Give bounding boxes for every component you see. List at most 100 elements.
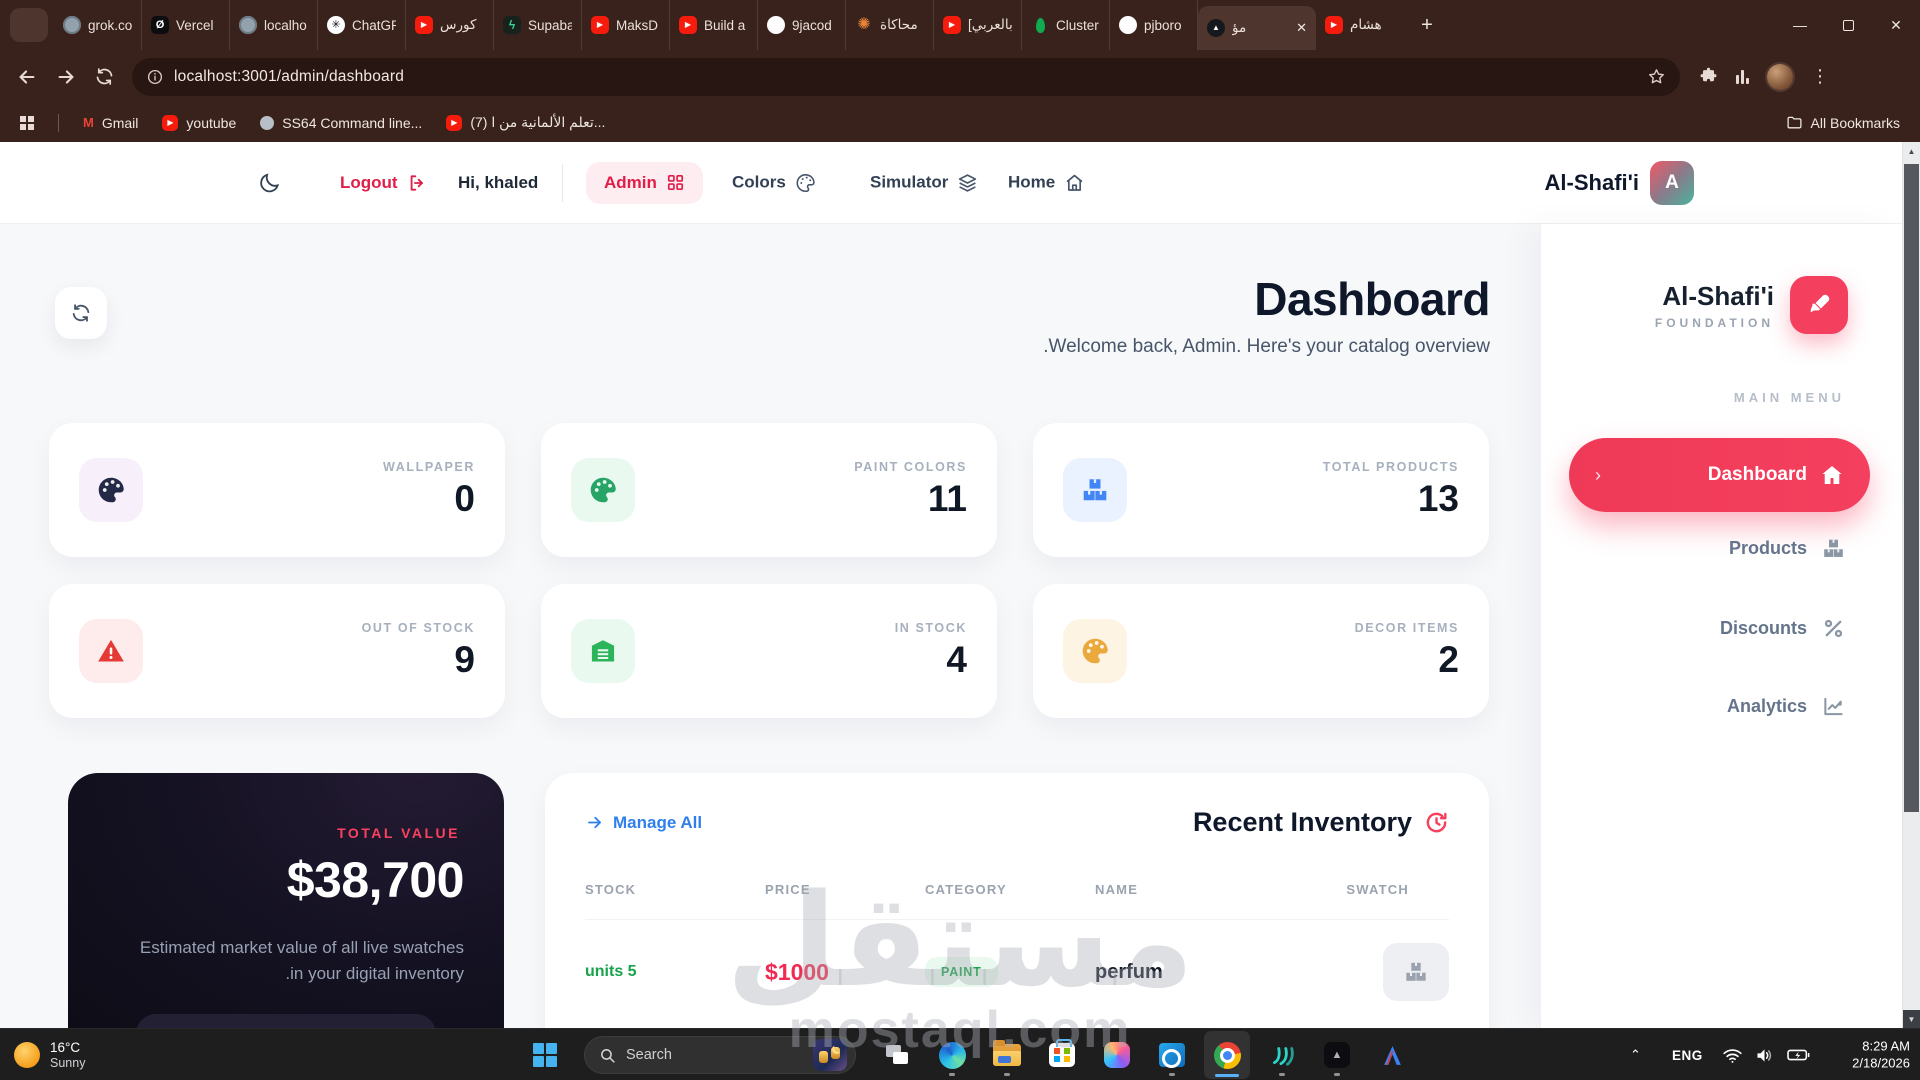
brand[interactable]: Al-Shafi'i A	[1545, 160, 1694, 205]
stat-card-wallpaper[interactable]: WALLPAPER 0	[49, 423, 505, 557]
stat-card-in-stock[interactable]: IN STOCK 4	[541, 584, 997, 718]
menu-kebab-icon[interactable]: ⋮	[1811, 66, 1830, 86]
page-subtitle: .Welcome back, Admin. Here's your catalo…	[1043, 336, 1490, 357]
volume-button[interactable]	[1754, 1029, 1775, 1080]
stat-card-total-products[interactable]: TOTAL PRODUCTS 13	[1033, 423, 1489, 557]
chart-line-icon	[1822, 695, 1845, 718]
tab-search-button[interactable]	[10, 8, 48, 42]
sidebar-item-products[interactable]: Products	[1729, 537, 1845, 560]
logout-icon	[407, 173, 427, 193]
a-app-button[interactable]	[1369, 1031, 1415, 1079]
stat-value: 0	[454, 478, 475, 519]
window-minimize-button[interactable]: —	[1793, 17, 1807, 33]
nav-home[interactable]: Home	[1008, 172, 1085, 193]
outlook-button[interactable]	[1149, 1031, 1195, 1079]
sidebar-item-label: Products	[1728, 538, 1807, 558]
window-maximize-button[interactable]	[1824, 0, 1872, 50]
boxes-icon	[1822, 537, 1845, 560]
table-row[interactable]: units 5 $1000 PAINT perfum	[585, 920, 1449, 1024]
copilot-button[interactable]	[1094, 1031, 1140, 1079]
browser-tab[interactable]: ▶ MaksD	[582, 0, 670, 50]
row-category-badge: PAINT	[925, 957, 1095, 987]
theme-toggle-button[interactable]	[258, 171, 281, 194]
stat-value: 4	[946, 639, 967, 680]
logout-button[interactable]: Logout	[340, 173, 427, 193]
site-info-icon[interactable]	[146, 68, 164, 86]
nav-simulator[interactable]: Simulator	[870, 172, 978, 193]
browser-tab[interactable]: 9jacod	[758, 0, 846, 50]
arrow-right-icon	[585, 813, 604, 832]
battery-button[interactable]	[1786, 1029, 1812, 1080]
browser-tab[interactable]: ▶ هشام	[1316, 0, 1404, 50]
stat-card-paint-colors[interactable]: PAINT COLORS 11	[541, 423, 997, 557]
media-controls-icon[interactable]	[1736, 69, 1749, 84]
wifi-button[interactable]	[1722, 1029, 1743, 1080]
forward-icon[interactable]	[55, 66, 77, 88]
sidebar-item-dashboard[interactable]: › Dashboard	[1569, 438, 1870, 512]
nav-colors[interactable]: Colors	[732, 172, 816, 193]
scrollbar-thumb[interactable]	[1904, 164, 1919, 812]
browser-tab[interactable]: grok.co	[54, 0, 142, 50]
taskbar-search[interactable]: Search	[584, 1036, 856, 1074]
browser-tab-active[interactable]: ▲ مؤ ✕	[1198, 6, 1316, 50]
scroll-up-arrow-icon[interactable]: ▲	[1907, 146, 1916, 156]
browser-tab[interactable]: ✺ محاكاة	[846, 0, 934, 50]
sidebar-item-discounts[interactable]: Discounts	[1720, 617, 1845, 640]
extensions-puzzle-icon[interactable]	[1699, 67, 1718, 86]
clock-widget[interactable]: 8:29 AM 2/18/2026	[1852, 1037, 1910, 1072]
browser-tab[interactable]: Ø Vercel	[142, 0, 230, 50]
bookmark-star-icon[interactable]	[1647, 67, 1666, 86]
browser-tab[interactable]: ▶ كورس	[406, 0, 494, 50]
browser-tab[interactable]: ▶ Build a	[670, 0, 758, 50]
browser-tab[interactable]: Cluster	[1022, 0, 1110, 50]
chrome-button-active[interactable]	[1204, 1031, 1250, 1079]
warehouse-icon	[589, 637, 617, 665]
sidebar-item-analytics[interactable]: Analytics	[1727, 695, 1845, 718]
browser-tab[interactable]: ϟ Supaba	[494, 0, 582, 50]
manage-all-link[interactable]: Manage All	[585, 813, 702, 833]
task-view-button[interactable]	[874, 1031, 920, 1079]
all-bookmarks-button[interactable]: All Bookmarks	[1786, 114, 1900, 131]
omnibox-row: localhost:3001/admin/dashboard ⋮	[0, 50, 1920, 103]
language-indicator[interactable]: ENG	[1672, 1047, 1703, 1063]
window-close-button[interactable]: ✕	[1890, 16, 1902, 33]
scroll-down-arrow-icon[interactable]: ▼	[1903, 1010, 1920, 1028]
github-favicon-icon	[1119, 16, 1137, 34]
back-icon[interactable]	[16, 66, 38, 88]
refresh-button[interactable]	[55, 287, 107, 339]
palette-icon	[588, 475, 618, 505]
stat-label: IN STOCK	[894, 621, 967, 635]
start-button[interactable]	[522, 1031, 568, 1079]
dark-app-button[interactable]: ▲	[1314, 1031, 1360, 1079]
profile-avatar[interactable]	[1767, 63, 1793, 90]
browser-tab[interactable]: ▶ [بالعربي	[934, 0, 1022, 50]
apps-grid-icon[interactable]	[20, 115, 34, 130]
new-tab-button[interactable]: +	[1421, 13, 1433, 36]
stat-card-out-of-stock[interactable]: OUT OF STOCK 9	[49, 584, 505, 718]
scrollbar[interactable]: ▲ ▼	[1902, 142, 1920, 1028]
weather-widget[interactable]: 16°C Sunny	[14, 1040, 85, 1070]
tab-close-icon[interactable]: ✕	[1296, 20, 1307, 35]
edge-app-button[interactable]	[929, 1031, 975, 1079]
browser-tab[interactable]: pjboro	[1110, 0, 1198, 50]
bookmark-ss64[interactable]: SS64 Command line...	[260, 115, 422, 131]
stat-card-decor-items[interactable]: DECOR ITEMS 2	[1033, 584, 1489, 718]
tab-title: Cluster	[1056, 17, 1099, 33]
browser-tab[interactable]: ✳ ChatGP	[318, 0, 406, 50]
bookmark-gmail[interactable]: M Gmail	[83, 115, 138, 131]
bookmark-youtube[interactable]: ▶ youtube	[162, 114, 236, 131]
file-explorer-button[interactable]	[984, 1031, 1030, 1079]
browser-tab[interactable]: localho	[230, 0, 318, 50]
microsoft-store-button[interactable]	[1039, 1031, 1085, 1079]
wave-app-button[interactable]	[1259, 1031, 1305, 1079]
tray-expand-button[interactable]: ⌃	[1630, 1047, 1641, 1062]
edge-icon	[938, 1041, 966, 1069]
reload-icon[interactable]	[94, 66, 115, 87]
nav-admin[interactable]: Admin	[586, 161, 703, 204]
folder-icon	[1786, 114, 1803, 131]
search-highlight-image[interactable]	[813, 1039, 847, 1071]
address-bar[interactable]: localhost:3001/admin/dashboard	[132, 57, 1680, 96]
swatch-thumbnail[interactable]	[1383, 943, 1449, 1001]
bookmark-german-course[interactable]: ▶ (7) تعلم الألمانية من ا...	[446, 114, 605, 131]
